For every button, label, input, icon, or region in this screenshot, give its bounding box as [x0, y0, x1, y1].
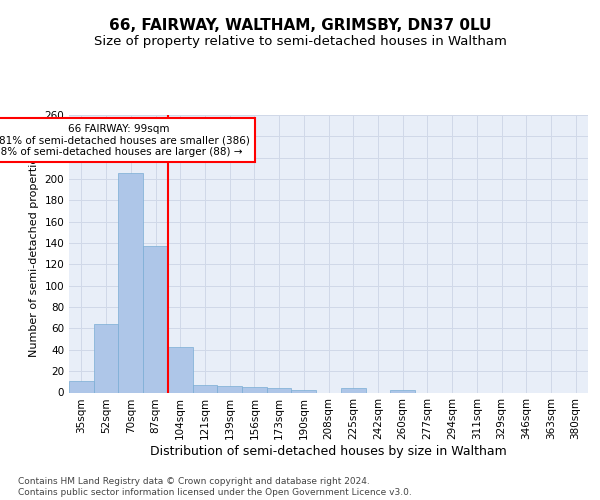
Text: 66, FAIRWAY, WALTHAM, GRIMSBY, DN37 0LU: 66, FAIRWAY, WALTHAM, GRIMSBY, DN37 0LU [109, 18, 491, 32]
Bar [390, 390, 415, 392]
Text: Contains HM Land Registry data © Crown copyright and database right 2024.
Contai: Contains HM Land Registry data © Crown c… [18, 478, 412, 497]
Bar [217, 386, 242, 392]
X-axis label: Distribution of semi-detached houses by size in Waltham: Distribution of semi-detached houses by … [150, 445, 507, 458]
Bar [94, 324, 118, 392]
Text: Size of property relative to semi-detached houses in Waltham: Size of property relative to semi-detach… [94, 35, 506, 48]
Bar [143, 246, 168, 392]
Bar [193, 385, 217, 392]
Bar [118, 172, 143, 392]
Bar [242, 387, 267, 392]
Bar [341, 388, 365, 392]
Y-axis label: Number of semi-detached properties: Number of semi-detached properties [29, 151, 39, 357]
Bar [292, 390, 316, 392]
Bar [267, 388, 292, 392]
Bar [69, 381, 94, 392]
Text: 66 FAIRWAY: 99sqm
← 81% of semi-detached houses are smaller (386)
18% of semi-de: 66 FAIRWAY: 99sqm ← 81% of semi-detached… [0, 124, 250, 156]
Bar [168, 346, 193, 393]
